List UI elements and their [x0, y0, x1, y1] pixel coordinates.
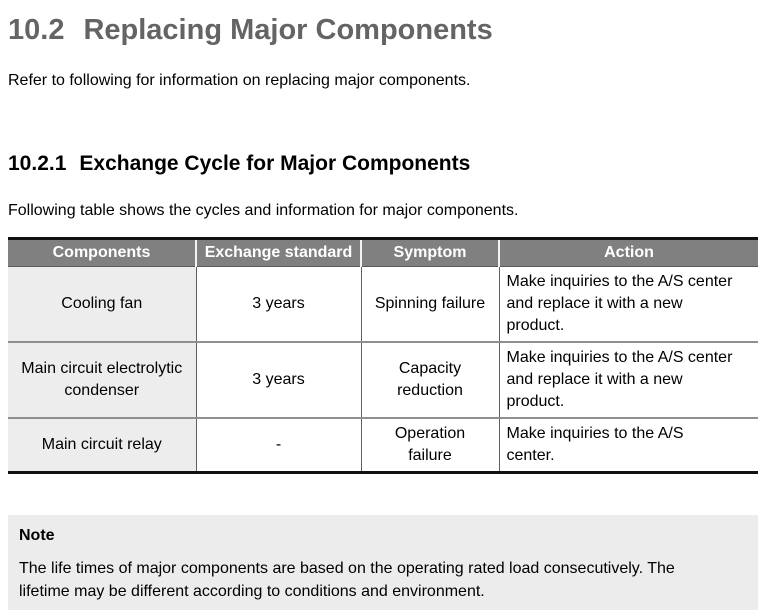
section-heading: 10.2 Replacing Major Components [8, 0, 758, 47]
subsection-heading: 10.2.1 Exchange Cycle for Major Component… [8, 152, 758, 176]
cell-exchange-standard: 3 years [195, 341, 361, 418]
note-title: Note [19, 527, 55, 544]
cell-component: Main circuit relay [8, 417, 196, 473]
note-text: The life times of major components are b… [19, 560, 675, 600]
header-components: Components [8, 238, 196, 267]
note-box: Note The life times of major components … [8, 515, 758, 610]
section-title: Replacing Major Components [83, 14, 493, 46]
header-action: Action [498, 238, 758, 267]
cell-component: Main circuit electrolytic condenser [8, 341, 196, 418]
table-header-row: Components Exchange standard Symptom Act… [8, 238, 758, 267]
cell-action: Make inquiries to the A/S center and rep… [498, 266, 758, 342]
section-intro-text: Refer to following for information on re… [8, 72, 471, 89]
header-symptom: Symptom [360, 238, 499, 267]
cell-symptom: Spinning failure [360, 266, 499, 342]
table-row: Cooling fan 3 years Spinning failure Mak… [8, 266, 758, 342]
cell-action: Make inquiries to the A/S center and rep… [498, 341, 758, 418]
table-row: Main circuit relay - Operation failure M… [8, 417, 758, 473]
header-exchange-standard: Exchange standard [195, 238, 361, 267]
cell-symptom: Operation failure [360, 417, 499, 473]
cell-component: Cooling fan [8, 266, 196, 342]
cell-symptom: Capacity reduction [360, 341, 499, 418]
cell-exchange-standard: - [195, 417, 361, 473]
subsection-number: 10.2.1 [8, 152, 67, 175]
cell-exchange-standard: 3 years [195, 266, 361, 342]
cell-action: Make inquiries to the A/S center. [498, 417, 758, 473]
exchange-cycle-table: Components Exchange standard Symptom Act… [8, 237, 758, 474]
subsection-title: Exchange Cycle for Major Components [79, 152, 471, 175]
table-intro-text: Following table shows the cycles and inf… [8, 202, 519, 219]
section-number: 10.2 [8, 14, 65, 46]
table-row: Main circuit electrolytic condenser 3 ye… [8, 341, 758, 418]
